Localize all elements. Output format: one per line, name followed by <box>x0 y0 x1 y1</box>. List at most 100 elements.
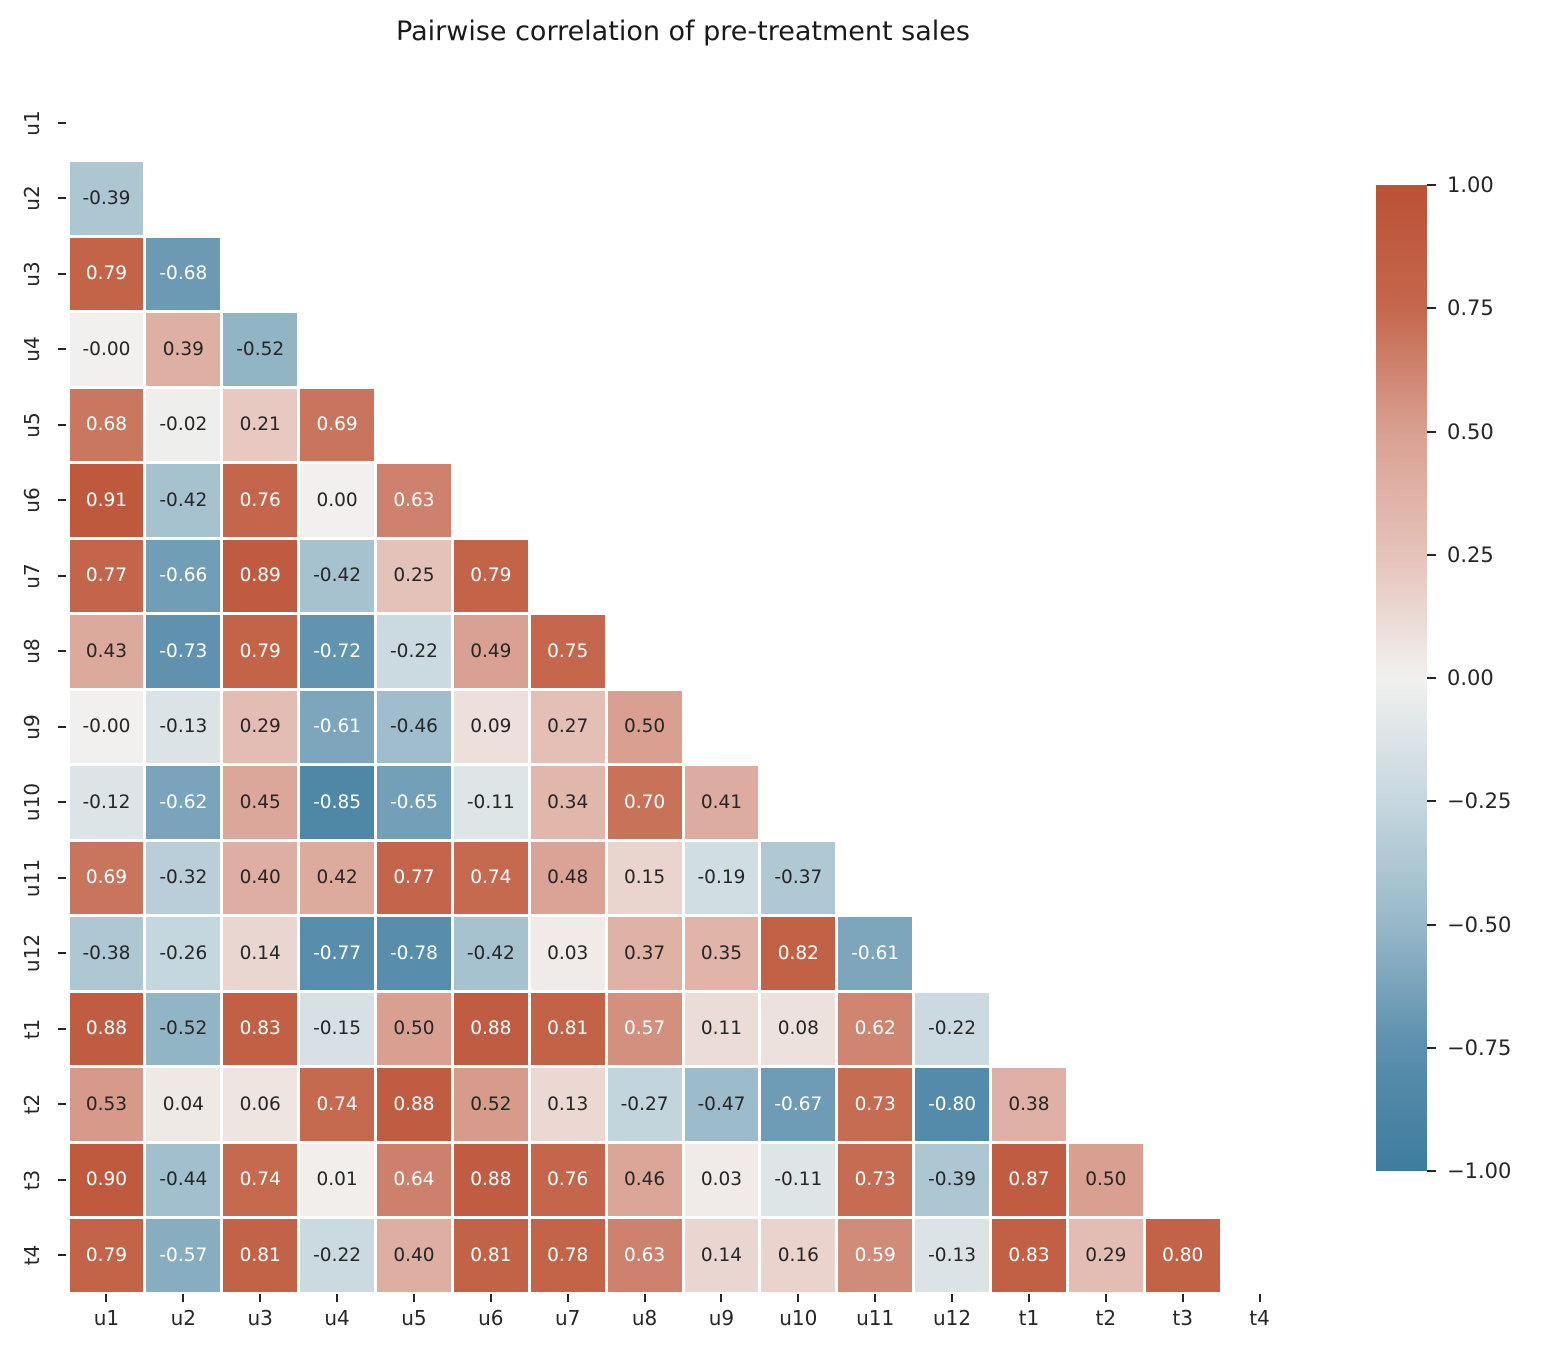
x-tick-mark <box>643 1294 646 1302</box>
x-tick-label: u11 <box>856 1306 895 1330</box>
x-tick-mark <box>1104 1294 1107 1302</box>
heatmap-cell: 0.45 <box>223 766 298 839</box>
cell-value: 0.79 <box>85 1244 128 1266</box>
cell-value: 0.42 <box>316 867 358 889</box>
cell-value: -0.42 <box>466 942 515 964</box>
heatmap-cell: -0.65 <box>377 766 451 839</box>
cell-value: -0.00 <box>82 716 131 738</box>
cell-value: -0.39 <box>82 187 131 209</box>
heatmap-cell: -0.13 <box>146 690 221 763</box>
heatmap-cell: 0.15 <box>607 841 682 914</box>
heatmap-cell: -0.38 <box>69 917 144 990</box>
heatmap-cell: 0.11 <box>684 992 759 1065</box>
cell-value: -0.22 <box>390 640 438 662</box>
cell-value: -0.65 <box>390 791 438 813</box>
colorbar-tick-mark <box>1427 1046 1436 1049</box>
cell-value: 0.91 <box>85 489 128 511</box>
cell-value: -0.11 <box>466 791 515 813</box>
cell-value: 0.64 <box>393 1169 435 1191</box>
heatmap-cell: 0.03 <box>684 1143 759 1216</box>
cell-value: 0.81 <box>470 1244 512 1266</box>
heatmap-cell: 0.81 <box>530 992 605 1065</box>
heatmap-cell: 0.79 <box>223 615 298 688</box>
heatmap-cell: 0.77 <box>377 841 451 914</box>
cell-value: 0.73 <box>854 1169 896 1191</box>
heatmap-cell: -0.27 <box>607 1068 682 1141</box>
heatmap-cell: 0.88 <box>453 1143 528 1216</box>
cell-value: 0.35 <box>700 942 743 964</box>
cell-value: 0.40 <box>239 867 281 889</box>
heatmap-cell: -0.39 <box>69 162 144 235</box>
cell-value: 0.74 <box>239 1169 281 1191</box>
heatmap-cell: -0.72 <box>300 615 374 688</box>
x-tick-mark <box>182 1294 185 1302</box>
heatmap-cell: -0.42 <box>146 464 221 537</box>
heatmap-cell: 0.70 <box>607 766 682 839</box>
heatmap-cell: 0.09 <box>453 690 528 763</box>
cell-value: 0.37 <box>623 942 666 964</box>
x-tick-mark <box>412 1294 415 1302</box>
heatmap-cell: 0.83 <box>992 1219 1066 1292</box>
cell-value: 0.76 <box>547 1169 589 1191</box>
y-tick-label: t3 <box>20 1169 44 1191</box>
cell-value: 0.46 <box>623 1169 666 1191</box>
cell-value: 0.69 <box>316 414 358 436</box>
heatmap-cell: 0.46 <box>607 1143 682 1216</box>
heatmap-cell: 0.75 <box>530 615 605 688</box>
heatmap-cell: 0.57 <box>607 992 682 1065</box>
heatmap-cell: -0.61 <box>300 690 374 763</box>
heatmap-cell: 0.06 <box>223 1068 298 1141</box>
heatmap-cell: -0.66 <box>146 539 221 612</box>
x-tick-mark <box>951 1294 954 1302</box>
colorbar-tick-label: 0.75 <box>1447 296 1494 321</box>
heatmap-cell: 0.04 <box>146 1068 221 1141</box>
heatmap-cell: -0.22 <box>377 615 451 688</box>
x-tick-mark <box>489 1294 492 1302</box>
x-tick-label: u2 <box>170 1306 197 1330</box>
x-tick-label: u12 <box>933 1306 972 1330</box>
cell-value: 0.78 <box>547 1244 589 1266</box>
cell-value: 0.45 <box>239 791 281 813</box>
heatmap-cell: -0.68 <box>146 237 221 310</box>
cell-value: 0.81 <box>239 1244 281 1266</box>
heatmap-cell: 0.40 <box>223 841 298 914</box>
y-tick-label: u6 <box>20 487 44 513</box>
x-tick-mark <box>1027 1294 1030 1302</box>
y-tick-label: u7 <box>20 563 44 589</box>
cell-value: 0.69 <box>85 867 128 889</box>
heatmap-cell: -0.00 <box>69 313 144 386</box>
cell-value: -0.15 <box>313 1018 361 1040</box>
heatmap-cell: 0.74 <box>300 1068 374 1141</box>
cell-value: 0.34 <box>547 791 589 813</box>
cell-value: 0.77 <box>393 867 435 889</box>
cell-value: 0.80 <box>1162 1244 1204 1266</box>
heatmap-cell: 0.73 <box>838 1143 913 1216</box>
heatmap-cell: 0.78 <box>530 1219 605 1292</box>
y-tick-mark <box>58 1103 66 1106</box>
heatmap-cell: 0.29 <box>1068 1219 1143 1292</box>
y-tick-label: u1 <box>20 110 44 136</box>
heatmap-cell: 0.03 <box>530 917 605 990</box>
cell-value: 0.79 <box>85 263 128 285</box>
heatmap-cell: 0.81 <box>453 1219 528 1292</box>
x-tick-label: u8 <box>631 1306 658 1330</box>
cell-value: -0.77 <box>313 942 361 964</box>
chart-title: Pairwise correlation of pre-treatment sa… <box>396 16 970 47</box>
heatmap-cell: 0.87 <box>992 1143 1066 1216</box>
cell-value: -0.26 <box>159 942 208 964</box>
colorbar-tick-label: 0.25 <box>1447 542 1494 567</box>
cell-value: -0.52 <box>236 338 285 360</box>
cell-value: -0.22 <box>313 1244 361 1266</box>
heatmap-cell: -0.42 <box>300 539 374 612</box>
cell-value: -0.39 <box>928 1169 976 1191</box>
cell-value: 0.08 <box>777 1018 819 1040</box>
cell-value: 0.81 <box>547 1018 589 1040</box>
x-tick-label: t1 <box>1018 1306 1040 1330</box>
heatmap-cell: 0.64 <box>377 1143 451 1216</box>
cell-value: 0.14 <box>700 1244 743 1266</box>
y-tick-label: u3 <box>20 261 44 287</box>
cell-value: 0.52 <box>470 1093 512 1115</box>
y-tick-label: u11 <box>20 858 44 897</box>
cell-value: -0.11 <box>774 1169 823 1191</box>
heatmap-cell: -0.52 <box>146 992 221 1065</box>
